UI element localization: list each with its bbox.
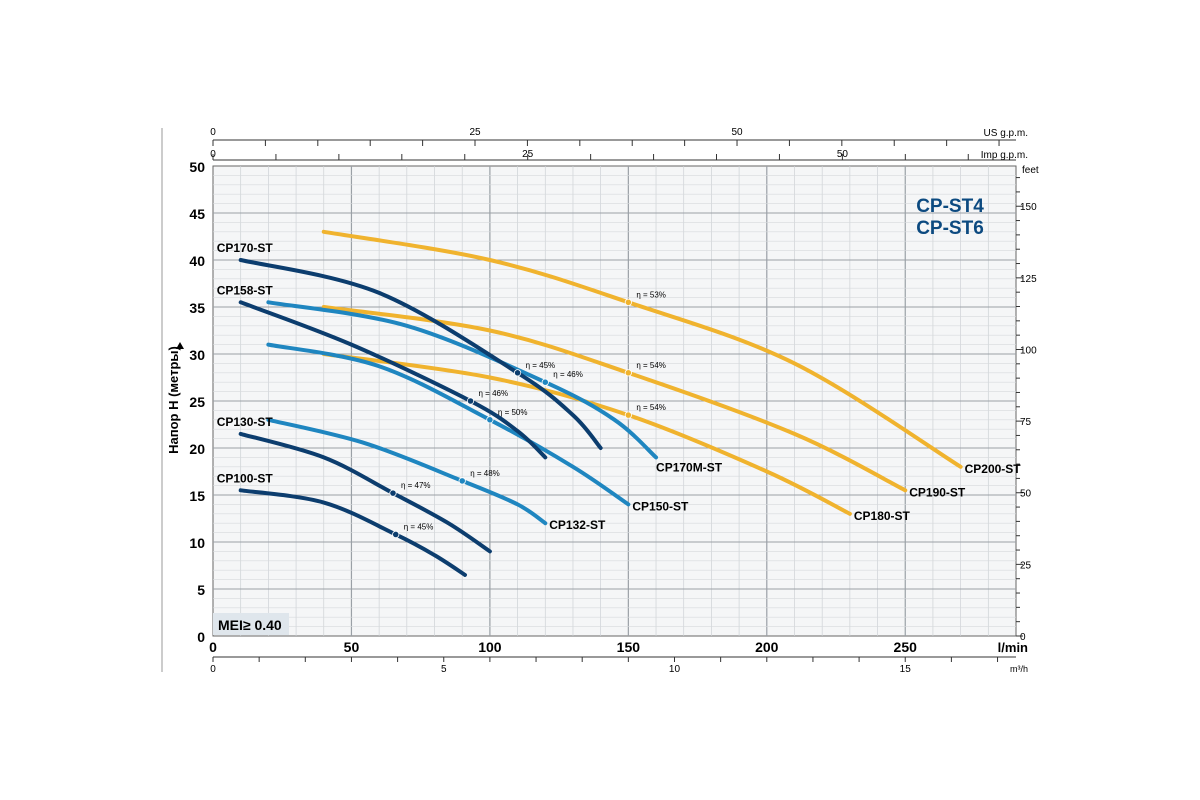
efficiency-point-cp132-st — [458, 477, 466, 485]
feet-tick-label: 50 — [1020, 489, 1032, 500]
series-label-cp132-st: CP132-ST — [549, 518, 606, 532]
efficiency-label-cp170-st: η = 45% — [526, 361, 556, 370]
y-unit-feet: feet — [1022, 165, 1039, 176]
curve-cp158-st — [238, 300, 548, 460]
curve-cp170-st — [238, 258, 603, 450]
series-label-cp150-st: CP150-ST — [632, 499, 689, 513]
y-tick-label: 45 — [189, 206, 205, 222]
feet-tick-label: 0 — [1020, 632, 1026, 643]
y-tick-label: 35 — [189, 300, 205, 316]
labels: η = 54% CP180-ST η = 54% CP190-ST η = 53% CP2… — [217, 241, 1022, 532]
us-gpm-tick-label: 25 — [469, 127, 481, 138]
y-tick-label: 30 — [189, 347, 205, 363]
curve-cp100-st — [238, 488, 467, 577]
series-label-cp170-st: CP170-ST — [217, 241, 274, 255]
efficiency-label-cp130-st: η = 47% — [401, 481, 431, 490]
series-label-cp100-st: CP100-ST — [217, 471, 274, 485]
us-gpm-tick-label: 50 — [731, 127, 743, 138]
imp-gpm-tick-label: 25 — [522, 149, 534, 160]
efficiency-point-cp200-st — [624, 298, 632, 306]
x-tick-label: 50 — [344, 639, 360, 655]
series-label-cp158-st: CP158-ST — [217, 283, 274, 297]
y-tick-label: 5 — [197, 582, 205, 598]
series-label-cp180-st: CP180-ST — [854, 509, 911, 523]
efficiency-label-cp180-st: η = 54% — [636, 403, 666, 412]
y-tick-label: 10 — [189, 535, 205, 551]
y-axis-label: Напор H (метры) — [166, 346, 181, 454]
series-label-cp190-st: CP190-ST — [909, 485, 966, 499]
mei-badge-text: MEI≥ 0.40 — [218, 617, 282, 633]
feet-tick-label: 25 — [1020, 560, 1032, 571]
efficiency-point-cp180-st — [624, 411, 632, 419]
feet-tick-label: 75 — [1020, 417, 1032, 428]
curve-cp130-st — [238, 431, 492, 554]
x-tick-label: 100 — [478, 639, 502, 655]
x-tick-label: 150 — [617, 639, 641, 655]
y-tick-label: 15 — [189, 488, 205, 504]
x-tick-label: 250 — [894, 639, 918, 655]
us-gpm-tick-label: 0 — [210, 127, 216, 138]
efficiency-point-cp158-st — [466, 397, 475, 405]
x-unit-imp-gpm: Imp g.p.m. — [981, 150, 1028, 161]
feet-tick-label: 125 — [1020, 274, 1037, 285]
efficiency-label-cp200-st: η = 53% — [636, 290, 666, 299]
m3h-tick-label: 5 — [441, 664, 447, 675]
m3h-tick-label: 0 — [210, 664, 216, 675]
x-unit-us-gpm: US g.p.m. — [984, 128, 1028, 139]
efficiency-label-cp158-st: η = 46% — [479, 389, 509, 398]
chart-title-line-2: CP-ST6 — [916, 218, 984, 239]
curve-cp200-st — [321, 229, 963, 469]
x-tick-label: 200 — [755, 639, 779, 655]
imp-gpm-tick-label: 50 — [837, 149, 849, 160]
y-tick-label: 0 — [197, 629, 205, 645]
feet-tick-label: 100 — [1020, 345, 1037, 356]
chart-title-line-1: CP-ST4 — [916, 196, 984, 217]
feet-tick-label: 150 — [1020, 202, 1037, 213]
mei-badge — [213, 613, 289, 635]
efficiency-point-cp170m-st — [541, 378, 549, 386]
curve-cp150-st — [266, 342, 631, 507]
m3h-tick-label: 10 — [669, 664, 681, 675]
series-label-cp200-st: CP200-ST — [965, 462, 1022, 476]
efficiency-label-cp150-st: η = 50% — [498, 408, 528, 417]
efficiency-point-cp100-st — [392, 530, 400, 539]
x-tick-label: 0 — [209, 639, 217, 655]
efficiency-point-cp150-st — [486, 416, 494, 424]
efficiency-label-cp190-st: η = 54% — [636, 361, 666, 370]
efficiency-label-cp170m-st: η = 46% — [553, 370, 583, 379]
y-tick-label: 20 — [189, 441, 205, 457]
efficiency-point-cp190-st — [624, 369, 632, 377]
series-label-cp170m-st: CP170M-ST — [656, 460, 723, 474]
y-tick-label: 40 — [189, 253, 205, 269]
imp-gpm-tick-label: 0 — [210, 149, 216, 160]
y-axis-arrow-icon — [176, 342, 184, 349]
x-unit-m3h: m³/h — [1010, 664, 1028, 674]
efficiency-label-cp100-st: η = 45% — [404, 522, 434, 531]
series-label-cp130-st: CP130-ST — [217, 415, 274, 429]
y-tick-label: 50 — [189, 159, 205, 175]
m3h-tick-label: 15 — [900, 664, 912, 675]
efficiency-point-cp130-st — [389, 489, 397, 497]
curve-cp132-st — [266, 417, 548, 526]
efficiency-label-cp132-st: η = 48% — [470, 469, 500, 478]
y-tick-label: 25 — [189, 394, 205, 410]
efficiency-point-cp170-st — [513, 369, 522, 377]
curves — [238, 229, 963, 577]
x-unit-lmin: l/min — [998, 640, 1028, 655]
